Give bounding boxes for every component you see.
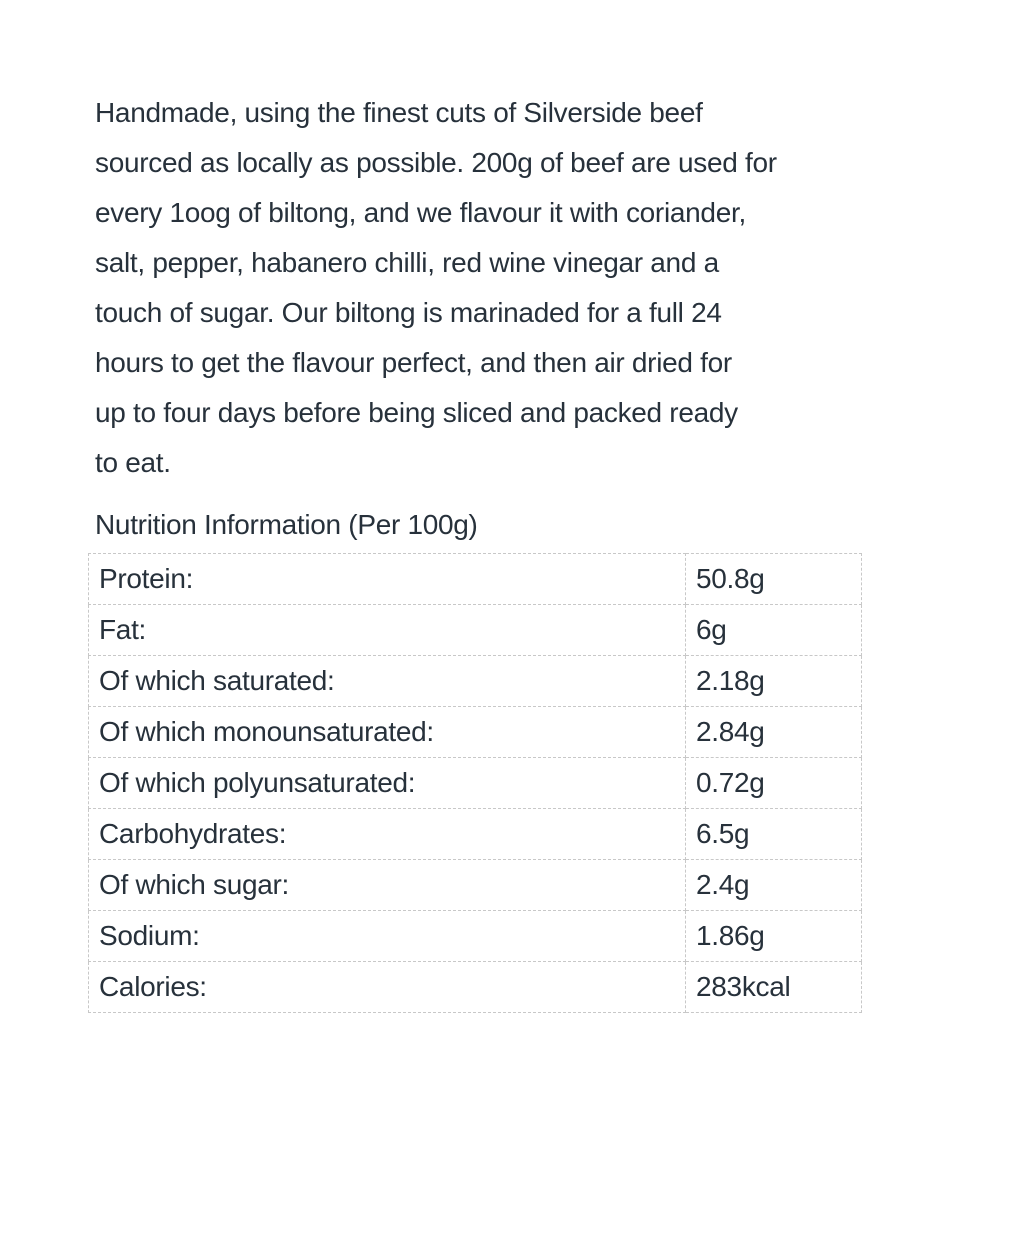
nutrient-value: 6g: [685, 604, 862, 656]
description-line: up to four days before being sliced and …: [95, 397, 738, 428]
nutrition-row: Calories: 283kcal: [88, 961, 862, 1013]
description-line: hours to get the flavour perfect, and th…: [95, 347, 732, 378]
nutrition-row: Sodium: 1.86g: [88, 910, 862, 962]
nutrient-value: 1.86g: [685, 910, 862, 962]
description-line: salt, pepper, habanero chilli, red wine …: [95, 247, 719, 278]
nutrition-table: Protein: 50.8g Fat: 6g Of which saturated: 2.…: [88, 553, 862, 1013]
nutrition-row: Of which sugar: 2.4g: [88, 859, 862, 911]
nutrient-label: Sodium:: [88, 910, 686, 962]
description-line: every 1oog of biltong, and we flavour it…: [95, 197, 746, 228]
nutrition-row: Of which monounsaturated: 2.84g: [88, 706, 862, 758]
nutrition-row: Protein: 50.8g: [88, 553, 862, 605]
nutrient-value: 50.8g: [685, 553, 862, 605]
nutrient-value: 2.18g: [685, 655, 862, 707]
nutrient-value: 2.4g: [685, 859, 862, 911]
nutrient-label: Fat:: [88, 604, 686, 656]
nutrition-heading: Nutrition Information (Per 100g): [95, 509, 478, 540]
nutrient-label: Of which sugar:: [88, 859, 686, 911]
nutrition-row: Fat: 6g: [88, 604, 862, 656]
nutrient-label: Of which polyunsaturated:: [88, 757, 686, 809]
nutrient-label: Calories:: [88, 961, 686, 1013]
nutrient-value: 283kcal: [685, 961, 862, 1013]
nutrient-value: 0.72g: [685, 757, 862, 809]
description-line: Handmade, using the finest cuts of Silve…: [95, 97, 703, 128]
nutrient-label: Of which monounsaturated:: [88, 706, 686, 758]
nutrition-row: Carbohydrates: 6.5g: [88, 808, 862, 860]
nutrition-row: Of which polyunsaturated: 0.72g: [88, 757, 862, 809]
nutrient-value: 2.84g: [685, 706, 862, 758]
description-line: to eat.: [95, 447, 171, 478]
nutrient-value: 6.5g: [685, 808, 862, 860]
nutrient-label: Carbohydrates:: [88, 808, 686, 860]
nutrient-label: Protein:: [88, 553, 686, 605]
nutrition-row: Of which saturated: 2.18g: [88, 655, 862, 707]
description-line: touch of sugar. Our biltong is marinaded…: [95, 297, 722, 328]
product-description: Handmade, using the finest cuts of Silve…: [95, 88, 995, 488]
description-line: sourced as locally as possible. 200g of …: [95, 147, 777, 178]
nutrient-label: Of which saturated:: [88, 655, 686, 707]
